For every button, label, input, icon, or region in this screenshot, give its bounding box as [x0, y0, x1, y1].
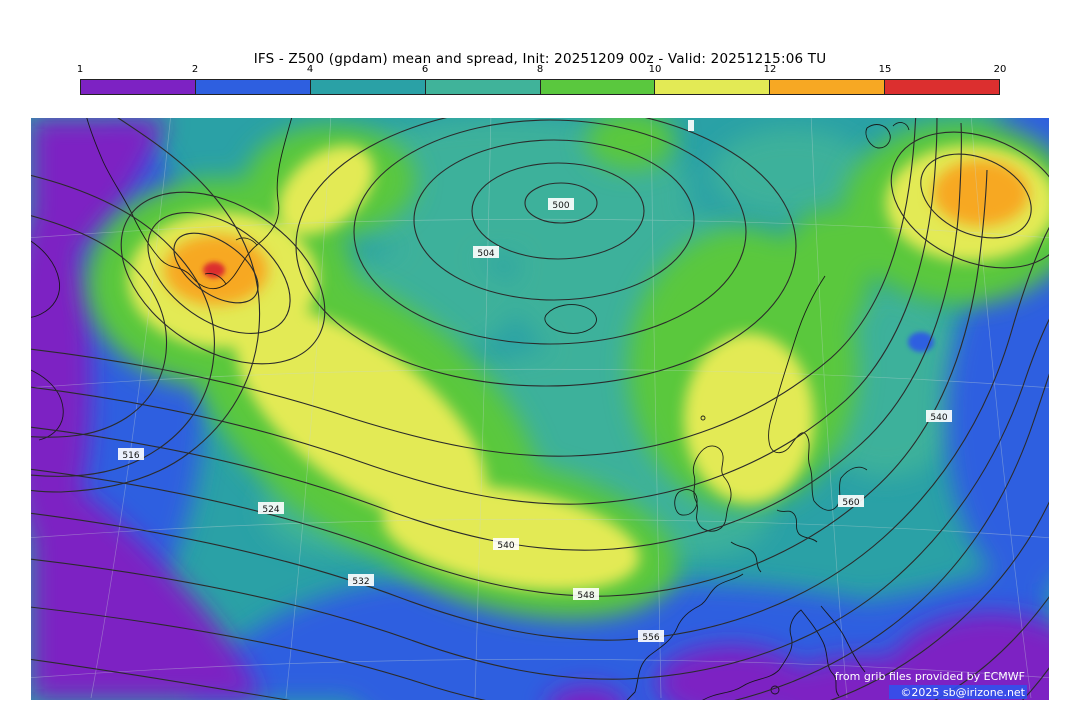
- colorbar-segment: [884, 80, 999, 94]
- colorbar-segment: [309, 80, 425, 94]
- colorbar-tick: 12: [763, 64, 777, 75]
- colorbar-tick: 4: [306, 64, 314, 75]
- colorbar-segments: [80, 79, 1000, 95]
- colorbar-tick: 6: [421, 64, 429, 75]
- attribution-ecmwf: from grib files provided by ECMWF: [835, 670, 1025, 683]
- contour-layer: [31, 118, 1049, 700]
- spread-purple-layer: [31, 118, 1049, 700]
- attribution: from grib files provided by ECMWF ©2025 …: [835, 670, 1027, 699]
- coast-labrador: [31, 240, 61, 318]
- coast-iceland: [544, 304, 597, 334]
- colorbar-segment: [539, 80, 655, 94]
- map-container: 500 504 516 524 532 540 548 556 560 540 …: [31, 118, 1049, 700]
- page-title: IFS - Z500 (gpdam) mean and spread, Init…: [253, 51, 827, 67]
- colorbar-ticks: 1 2 4 6 8 10 12 15 20: [76, 64, 1007, 79]
- attribution-highlight: [889, 685, 1027, 699]
- contour-label: 540: [930, 413, 947, 423]
- attribution-copyright: ©2025 sb@irizone.net: [900, 686, 1025, 699]
- coast-adriatic: [820, 605, 866, 673]
- colorbar-tick: 2: [191, 64, 199, 75]
- colorbar-segment: [424, 80, 540, 94]
- colorbar-tick: 10: [648, 64, 662, 75]
- coast-mediterranean: [701, 669, 780, 700]
- contour-label: 516: [122, 451, 139, 461]
- contour-label: 500: [552, 201, 569, 211]
- colorbar-tick: 15: [878, 64, 892, 75]
- colorbar-segment: [769, 80, 885, 94]
- coast-great-britain: [692, 445, 732, 532]
- weather-map: 500 504 516 524 532 540 548 556 560 540 …: [31, 118, 1049, 700]
- contour-label: 556: [642, 633, 659, 643]
- colorbar-tick: 20: [993, 64, 1007, 75]
- coast-biscay-iberia: [626, 573, 744, 700]
- meridian-tick: [688, 120, 694, 131]
- contour-label: 540: [497, 541, 514, 551]
- contour-label: 560: [842, 498, 859, 508]
- colorbar-segment: [81, 80, 195, 94]
- coast-greenland: [86, 118, 293, 290]
- contour-label: 548: [577, 591, 594, 601]
- contour-label: 524: [262, 505, 279, 515]
- colorbar-tick: 1: [76, 64, 84, 75]
- coast-scandinavia: [768, 275, 826, 502]
- spread-red-maximum: [203, 262, 225, 278]
- colorbar-segment: [654, 80, 770, 94]
- contour-label-layer: 500 504 516 524 532 540 548 556 560 540: [118, 198, 952, 643]
- contour-label: 532: [352, 577, 369, 587]
- contour-label: 504: [477, 249, 494, 259]
- colorbar: 1 2 4 6 8 10 12 15 20: [76, 64, 1007, 95]
- colorbar-tick: 8: [536, 64, 544, 75]
- colorbar-segment: [194, 80, 310, 94]
- coast-ireland: [674, 489, 698, 516]
- coast-italy: [778, 609, 840, 697]
- coast-channel: [730, 541, 762, 573]
- coast-svalbard: [865, 124, 891, 149]
